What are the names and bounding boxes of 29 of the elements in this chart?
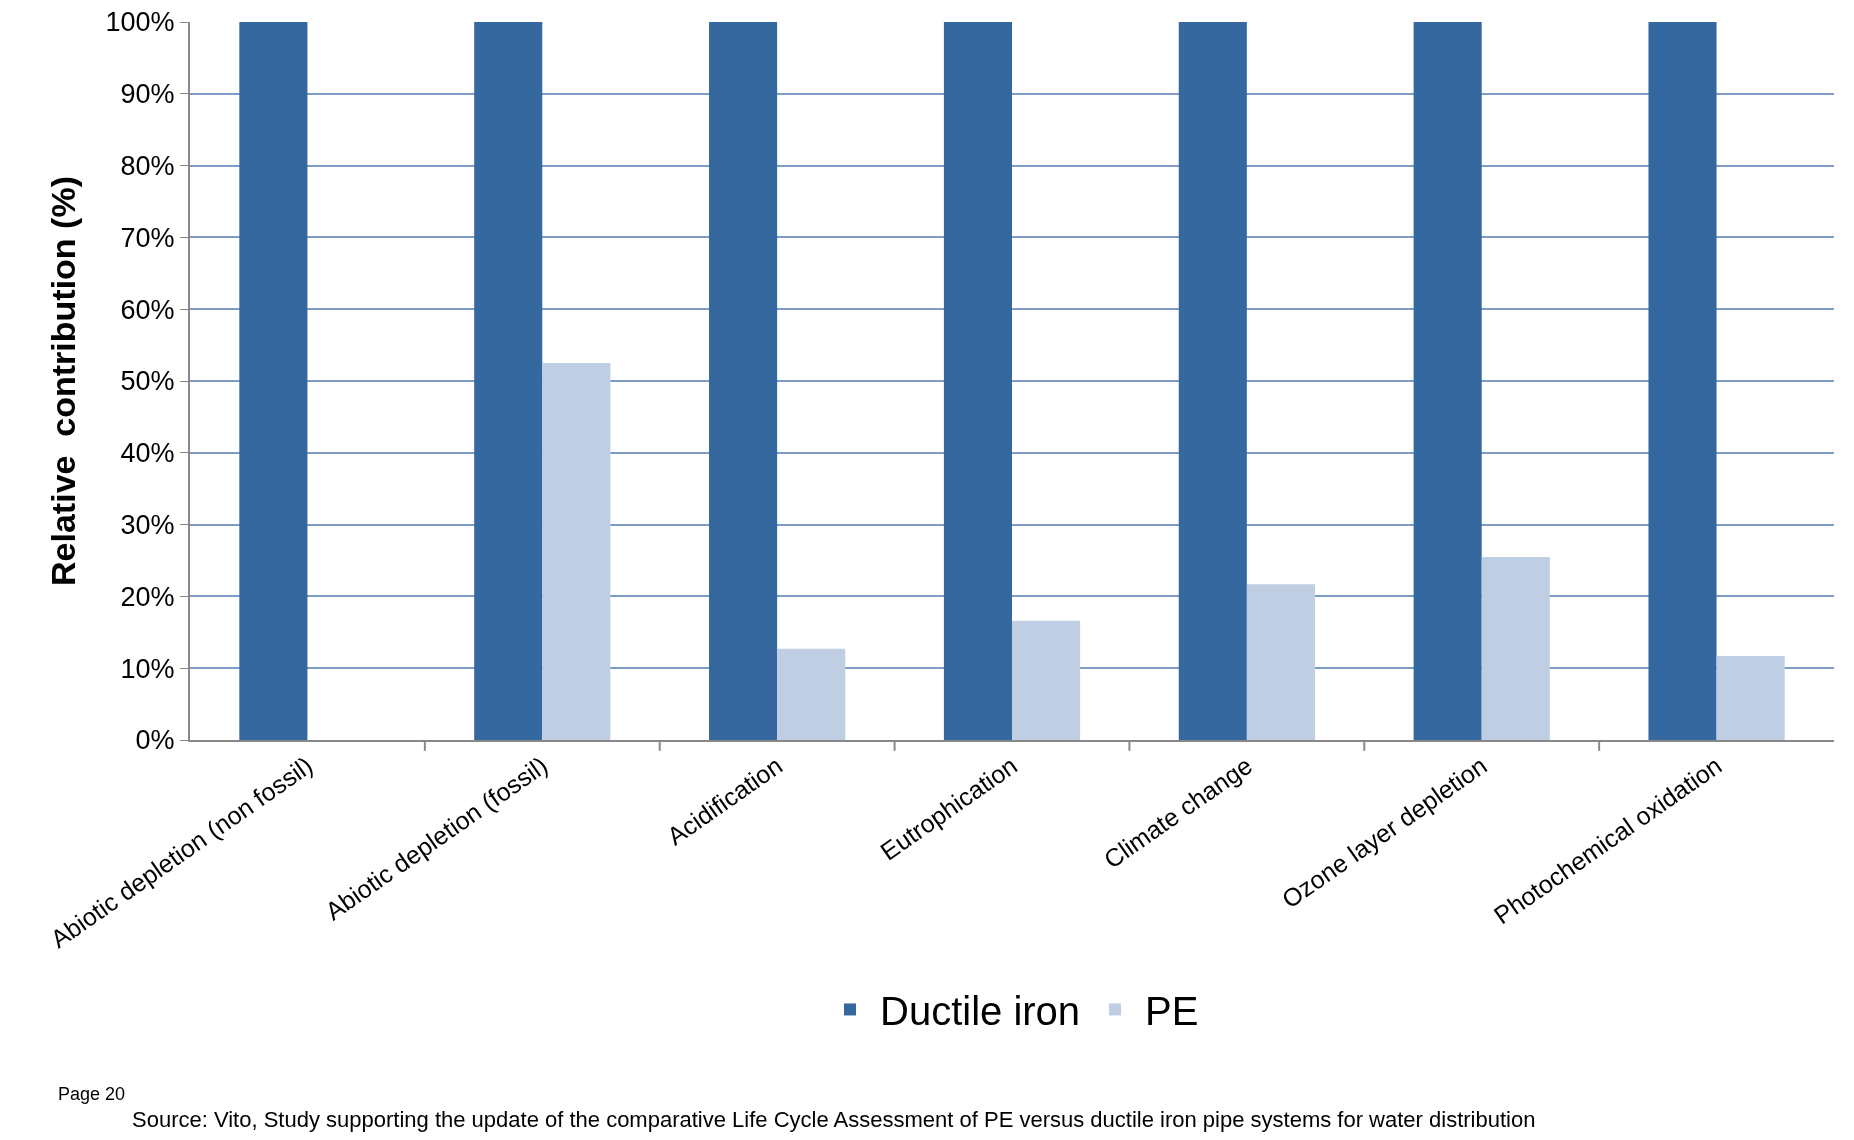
bar — [1012, 620, 1081, 740]
y-tick-label: 70% — [120, 222, 175, 253]
y-tick-label: 20% — [120, 581, 175, 612]
bar — [1413, 22, 1482, 740]
y-tick-label: 0% — [135, 725, 175, 756]
source-note: Source: Vito, Study supporting the update of the comparative Life Cycle Assessment of PE versus ductile iron pipe systems for water distribution — [132, 1107, 1536, 1132]
legend-label: Ductile iron — [880, 989, 1081, 1034]
bar — [1178, 22, 1247, 740]
bar — [1648, 22, 1717, 740]
bar — [709, 22, 778, 740]
bar — [1246, 584, 1315, 740]
bar — [777, 648, 846, 740]
bar — [474, 22, 543, 740]
bar — [239, 22, 308, 740]
y-tick-label: 80% — [120, 151, 175, 182]
y-tick-label: 100% — [105, 7, 175, 38]
y-tick-label: 10% — [120, 653, 175, 684]
y-tick-label: 50% — [120, 366, 175, 397]
y-tick-label: 60% — [120, 294, 175, 325]
y-tick-label: 40% — [120, 438, 175, 469]
y-tick-label: 30% — [120, 510, 175, 541]
legend-label: PE — [1145, 989, 1199, 1034]
bar — [542, 363, 611, 740]
y-tick-label: 90% — [120, 79, 175, 110]
y-axis-title: Relative contribution (%) — [43, 176, 82, 586]
text: Page 20 — [58, 1084, 126, 1104]
bar — [943, 22, 1012, 740]
bar — [1716, 655, 1785, 740]
bar — [1481, 556, 1550, 740]
